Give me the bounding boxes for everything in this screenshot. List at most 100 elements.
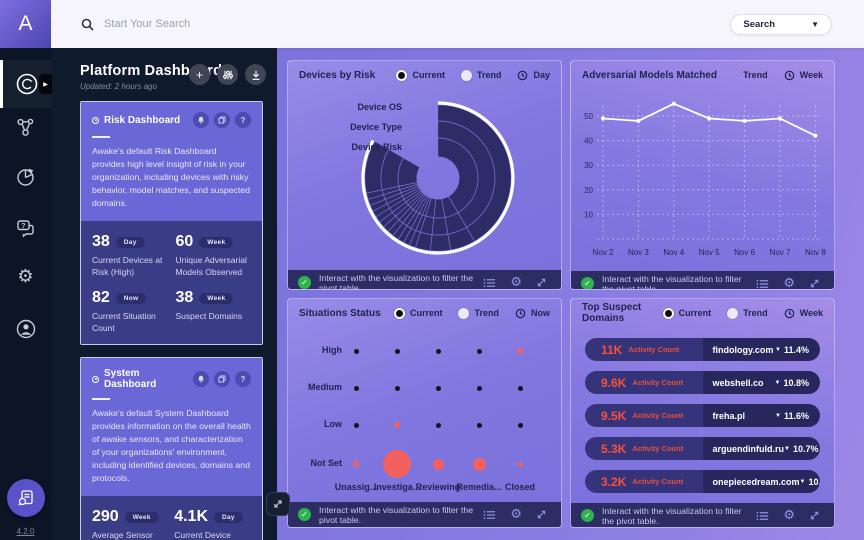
- sidebar-item-detections[interactable]: [0, 164, 51, 190]
- period-label[interactable]: Now: [531, 308, 550, 318]
- bell-icon[interactable]: [193, 112, 209, 128]
- bubble[interactable]: [394, 385, 400, 391]
- suspect-domain-row[interactable]: 5.3K Activity Count arguendinfuld.ru ▼ 10.7%: [585, 437, 820, 460]
- data-point[interactable]: [636, 118, 641, 124]
- bubble[interactable]: [435, 422, 441, 428]
- expand-icon[interactable]: [809, 510, 820, 521]
- bubble[interactable]: [476, 385, 482, 391]
- radio-trend-label[interactable]: Trend: [474, 308, 499, 318]
- bubble[interactable]: [432, 458, 444, 470]
- radio-trend-label[interactable]: Trend: [743, 308, 768, 318]
- segment-divider[interactable]: [415, 197, 432, 248]
- list-icon[interactable]: [756, 510, 769, 522]
- search-input[interactable]: [104, 18, 424, 30]
- suspect-domain-row[interactable]: 3.2K Activity Count onepiecedream.com▼10.1…: [585, 470, 820, 493]
- list-icon[interactable]: [483, 509, 496, 521]
- radio-current[interactable]: [396, 69, 408, 81]
- copy-icon[interactable]: [214, 371, 230, 388]
- panel-collapse-toggle[interactable]: [266, 492, 290, 516]
- suspect-domain-row[interactable]: 9.5K Activity Count freha.pl ▼ 11.6%: [585, 404, 820, 427]
- bubble[interactable]: [394, 348, 400, 354]
- gear-icon[interactable]: ⚙: [783, 508, 795, 523]
- copy-icon[interactable]: [214, 112, 230, 128]
- segment-divider[interactable]: [375, 188, 421, 217]
- segment-divider[interactable]: [379, 190, 422, 223]
- bubble[interactable]: [517, 385, 523, 391]
- segment-divider[interactable]: [397, 195, 427, 240]
- data-point[interactable]: [707, 116, 712, 121]
- bubble[interactable]: [517, 422, 523, 428]
- radio-trend[interactable]: [727, 307, 739, 319]
- download-button[interactable]: [245, 64, 266, 85]
- expand-icon[interactable]: [536, 277, 547, 288]
- radio-trend-label[interactable]: Trend: [476, 70, 502, 80]
- risk-dashboard-card[interactable]: Risk Dashboard ? Awake's default Risk Da…: [80, 101, 263, 346]
- radio-trend[interactable]: [460, 69, 472, 81]
- filter-settings-button[interactable]: [217, 64, 238, 85]
- bubble[interactable]: [353, 348, 359, 354]
- segment-divider[interactable]: [448, 196, 475, 242]
- sidebar-item-dashboard[interactable]: ▶: [0, 60, 52, 108]
- add-dashboard-button[interactable]: +: [189, 64, 210, 85]
- radio-trend[interactable]: [458, 307, 470, 319]
- bubble[interactable]: [435, 385, 441, 391]
- search-scope-dropdown[interactable]: Search ▼: [730, 14, 832, 35]
- data-point[interactable]: [777, 116, 783, 121]
- bubble[interactable]: [394, 422, 400, 428]
- report-search-button[interactable]: [7, 479, 45, 517]
- bubble[interactable]: [476, 422, 482, 428]
- gear-icon[interactable]: ⚙: [510, 275, 522, 290]
- sunburst-chart[interactable]: Device OS Device Type Device Risk: [288, 89, 561, 270]
- radio-current[interactable]: [393, 307, 405, 319]
- data-point[interactable]: [600, 116, 606, 121]
- help-icon[interactable]: ?: [235, 112, 251, 128]
- segment-divider[interactable]: [392, 194, 426, 236]
- segment-divider[interactable]: [430, 198, 437, 251]
- suspect-domain-row[interactable]: 11K Activity Count findology.com ▼ 11.4%: [585, 338, 820, 361]
- bubble[interactable]: [435, 348, 441, 354]
- segment-divider[interactable]: [387, 193, 424, 232]
- sidebar-flyout-arrow[interactable]: ▶: [39, 74, 52, 94]
- list-icon[interactable]: [756, 278, 769, 290]
- sidebar-item-settings[interactable]: ⚙: [0, 264, 51, 290]
- segment-divider[interactable]: [366, 182, 418, 194]
- radio-current[interactable]: [662, 307, 674, 319]
- data-point[interactable]: [671, 101, 676, 106]
- segment-divider[interactable]: [372, 187, 420, 212]
- data-point[interactable]: [742, 118, 747, 124]
- bubble[interactable]: [383, 450, 411, 478]
- bubble-matrix[interactable]: High Medium Low Not Set Unassig... Investiga.…: [288, 327, 561, 502]
- period-label[interactable]: Week: [799, 70, 823, 80]
- search-icon[interactable]: [81, 18, 94, 31]
- expand-icon[interactable]: [536, 509, 547, 520]
- expand-icon[interactable]: [809, 278, 820, 289]
- system-dashboard-card[interactable]: System Dashboard ? Awake's default Syste…: [80, 357, 263, 540]
- trend-label[interactable]: Trend: [743, 70, 768, 80]
- segment-divider[interactable]: [368, 183, 419, 200]
- bubble[interactable]: [517, 461, 523, 467]
- app-logo[interactable]: A: [0, 0, 51, 48]
- segment-divider[interactable]: [403, 196, 429, 243]
- period-label[interactable]: Week: [799, 308, 823, 318]
- gear-icon[interactable]: ⚙: [510, 507, 522, 522]
- segment-divider[interactable]: [441, 198, 452, 250]
- sidebar-item-entities[interactable]: [0, 114, 51, 140]
- bubble[interactable]: [353, 385, 359, 391]
- help-icon[interactable]: ?: [235, 371, 251, 388]
- radio-current-label[interactable]: Current: [678, 308, 712, 318]
- segment-divider[interactable]: [370, 185, 419, 206]
- bubble[interactable]: [517, 348, 523, 354]
- segment-divider[interactable]: [383, 191, 423, 228]
- suspect-domain-row[interactable]: 9.6K Activity Count webshell.co ▼ 10.8%: [585, 371, 820, 394]
- line-chart[interactable]: 10 20 30 40 50 Nov 2 Nov 3 Nov 4 Nov 5 Nov 6 Nov 7…: [571, 89, 834, 271]
- list-icon[interactable]: [483, 277, 496, 289]
- bubble[interactable]: [476, 348, 482, 354]
- sidebar-item-support[interactable]: ?: [0, 214, 51, 240]
- sidebar-item-account[interactable]: [0, 316, 51, 342]
- data-point[interactable]: [813, 133, 818, 138]
- bell-icon[interactable]: [193, 371, 209, 388]
- period-label[interactable]: Day: [533, 70, 550, 80]
- bubble[interactable]: [353, 461, 359, 467]
- bubble[interactable]: [353, 422, 359, 428]
- segment-divider[interactable]: [409, 197, 431, 246]
